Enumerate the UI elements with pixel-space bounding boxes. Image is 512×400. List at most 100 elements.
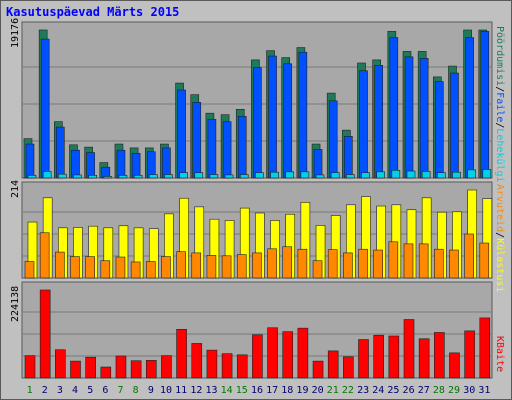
chart-title: Kasutuspäevad Märts 2015: [6, 5, 180, 19]
x-tick-label: 22: [342, 385, 354, 396]
x-tick-label: 13: [205, 385, 217, 396]
x-tick-label: 21: [327, 385, 339, 396]
x-tick-label: 8: [133, 385, 139, 396]
bar-files: [404, 56, 414, 179]
bar-kbytes: [39, 289, 51, 379]
bar-kvisits: [85, 256, 95, 279]
bar-kvisits: [388, 241, 399, 279]
bar-kvisits: [358, 248, 368, 279]
bar-kbytes: [115, 355, 127, 379]
bar-files: [25, 143, 35, 179]
bar-kbytes: [418, 338, 430, 379]
x-tick-label: 18: [281, 385, 293, 396]
bar-kbytes: [434, 332, 445, 379]
bar-files: [177, 89, 186, 179]
bar-visits: [482, 169, 492, 179]
bar-kvisits: [327, 249, 338, 279]
bar-kvisits: [55, 251, 65, 279]
bar-visits: [209, 174, 219, 179]
x-tick-label: 11: [175, 385, 187, 396]
bar-kbytes: [236, 354, 248, 379]
bar-visits: [421, 171, 431, 179]
bar-visits: [285, 171, 295, 179]
bar-visits: [376, 171, 385, 179]
bar-files: [146, 151, 156, 179]
legend-entry: /: [494, 232, 505, 238]
x-tick-label: 24: [372, 385, 384, 396]
bar-kbytes: [297, 327, 309, 379]
bar-kbytes: [343, 356, 354, 379]
bar-kvisits: [161, 256, 171, 279]
bar-kvisits: [297, 248, 308, 279]
bar-files: [298, 51, 308, 179]
bar-files: [192, 102, 202, 179]
bar-files: [450, 72, 459, 179]
bar-files: [237, 115, 247, 179]
bar-files: [131, 153, 141, 179]
legend-entry: /: [494, 122, 505, 128]
bar-visits: [88, 174, 97, 179]
bar-files: [253, 67, 262, 179]
x-tick-label: 26: [403, 385, 415, 396]
bar-visits: [255, 172, 264, 179]
legend-entry: Pöördumisi: [494, 26, 505, 86]
bar-visits: [361, 172, 370, 179]
bar-kbytes: [176, 329, 187, 379]
bar-kbytes: [85, 356, 96, 379]
bar-kbytes: [312, 360, 324, 379]
bar-files: [480, 31, 490, 179]
legend-entry: Lehekülgi: [494, 128, 505, 182]
bar-kbytes: [403, 319, 415, 379]
bar-visits: [27, 174, 37, 179]
y-max-label: 224138: [10, 286, 21, 322]
bar-kvisits: [434, 248, 444, 279]
x-tick-label: 5: [87, 385, 93, 396]
bar-visits: [103, 176, 113, 179]
bar-visits: [118, 174, 128, 179]
bar-visits: [315, 174, 325, 179]
bar-kbytes: [100, 366, 112, 379]
x-tick-label: 6: [102, 385, 108, 396]
x-tick-label: 20: [312, 385, 324, 396]
bar-kvisits: [449, 249, 459, 279]
bar-kvisits: [312, 260, 323, 279]
bar-visits: [330, 172, 340, 179]
bar-visits: [58, 173, 67, 179]
bar-kvisits: [282, 246, 293, 279]
x-tick-label: 23: [357, 385, 369, 396]
bar-visits: [179, 172, 188, 179]
x-tick-label: 29: [448, 385, 460, 396]
bar-files: [56, 126, 65, 179]
bar-kvisits: [70, 256, 80, 279]
bar-kbytes: [24, 355, 36, 379]
bar-kvisits: [145, 261, 156, 279]
bar-kvisits: [403, 243, 414, 279]
bar-visits: [452, 171, 461, 179]
bar-kvisits: [191, 252, 202, 279]
x-tick-label: 2: [42, 385, 48, 396]
bar-files: [435, 81, 444, 179]
y-max-label: 19176: [10, 18, 21, 48]
bar-kvisits: [221, 255, 232, 279]
bar-kbytes: [282, 331, 294, 379]
bar-kvisits: [236, 254, 247, 279]
bar-kbytes: [267, 327, 278, 379]
x-tick-label: 25: [387, 385, 399, 396]
x-tick-label: 7: [118, 385, 124, 396]
x-tick-label: 10: [160, 385, 172, 396]
legend-entry: /: [494, 86, 505, 92]
bar-kbytes: [206, 349, 218, 379]
bar-kbytes: [479, 317, 491, 379]
bar-kvisits: [418, 243, 429, 279]
bar-kvisits: [373, 249, 383, 279]
bar-visits: [300, 171, 310, 179]
bar-kbytes: [327, 350, 339, 379]
bar-visits: [239, 174, 249, 179]
bar-files: [71, 149, 80, 179]
x-tick-label: 19: [296, 385, 308, 396]
bar-kvisits: [464, 233, 474, 279]
bar-visits: [73, 174, 82, 179]
bar-kbytes: [70, 360, 81, 379]
x-tick-label: 9: [148, 385, 154, 396]
legend-middle: Arvuteid/Külastusi: [494, 184, 505, 292]
